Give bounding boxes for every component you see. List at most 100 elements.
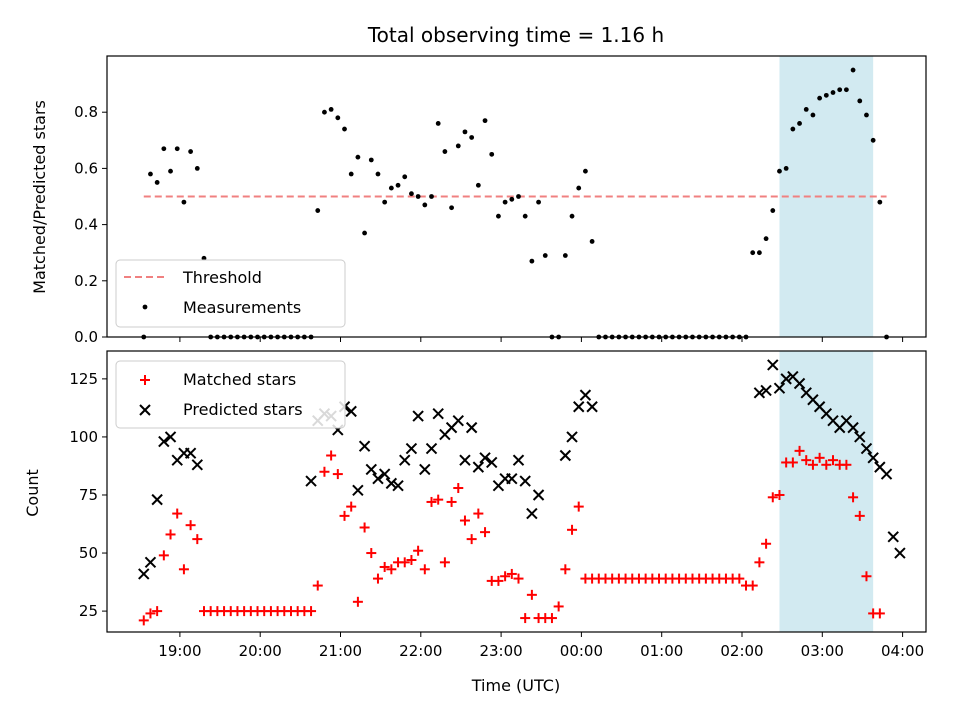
- matched-star-point: [861, 571, 872, 582]
- measurement-point: [322, 109, 327, 115]
- predicted-star-point: [459, 454, 471, 466]
- matched-star-point: [573, 501, 584, 512]
- predicted-star-point: [452, 414, 464, 427]
- matched-star-point: [500, 571, 511, 582]
- measurement-point: [803, 106, 809, 112]
- matched-star-point: [326, 450, 337, 461]
- top-y-tick-label: 0.2: [74, 272, 98, 290]
- predicted-star-point: [860, 442, 873, 455]
- measurement-point: [810, 112, 816, 118]
- matched-star-point: [807, 459, 818, 470]
- measurement-point: [496, 213, 501, 219]
- predicted-star-point: [486, 456, 498, 469]
- matched-star-point: [814, 452, 825, 463]
- predicted-star-point: [880, 468, 893, 480]
- matched-star-point: [754, 557, 765, 568]
- matched-star-point: [165, 529, 176, 540]
- matched-star-point: [306, 606, 317, 617]
- measurement-point: [516, 194, 521, 199]
- matched-star-point: [848, 492, 859, 503]
- predicted-star-point: [138, 568, 150, 580]
- matched-star-point: [526, 589, 537, 600]
- measurement-point: [509, 196, 515, 202]
- bottom-y-tick-label: 125: [69, 370, 98, 388]
- matched-star-point: [787, 457, 798, 468]
- matched-star-point: [761, 538, 772, 549]
- predicted-star-point: [305, 475, 317, 487]
- bottom-y-axis-label: Count: [23, 469, 42, 517]
- x-tick-label: 02:00: [720, 642, 763, 660]
- measurement-point: [750, 250, 756, 256]
- predicted-star-point: [854, 431, 866, 443]
- measurement-point: [429, 194, 434, 199]
- matched-star-point: [339, 510, 350, 521]
- matched-star-point: [560, 564, 571, 575]
- legend-matched-label: Matched stars: [183, 370, 296, 389]
- matched-star-point: [446, 496, 457, 507]
- predicted-star-point: [465, 421, 478, 434]
- matched-star-point: [459, 515, 470, 526]
- predicted-star-point: [887, 531, 899, 543]
- predicted-star-point: [365, 463, 377, 476]
- matched-star-point: [426, 496, 437, 507]
- measurement-point: [342, 126, 347, 132]
- measurement-point: [777, 168, 782, 174]
- predicted-star-point: [847, 421, 859, 434]
- matched-star-point: [312, 580, 323, 591]
- predicted-star-point: [144, 556, 157, 569]
- measurement-point: [843, 87, 849, 93]
- measurement-point: [569, 213, 575, 219]
- matched-star-point: [352, 596, 363, 607]
- matched-star-point: [453, 483, 464, 494]
- measurement-point: [449, 205, 454, 211]
- predicted-star-point: [773, 382, 786, 394]
- predicted-star-point: [191, 459, 204, 471]
- predicted-star-point: [352, 484, 364, 497]
- matched-star-point: [747, 580, 758, 591]
- measurement-point: [362, 230, 367, 236]
- measurement-point: [857, 98, 863, 104]
- predicted-star-point: [405, 442, 418, 455]
- measurement-point: [542, 253, 548, 258]
- matched-star-point: [493, 575, 504, 586]
- measurement-point: [315, 208, 321, 213]
- matched-star-point: [734, 573, 745, 584]
- bottom-y-tick-label: 100: [69, 428, 98, 446]
- predicted-star-point: [512, 454, 525, 466]
- matched-star-point: [520, 613, 531, 624]
- measurement-point: [522, 213, 528, 219]
- bottom-panel: 25 50 75 100 125 19:00 20:00 21:00 22:00 23:00 00:…: [23, 350, 927, 660]
- matched-star-point: [399, 557, 410, 568]
- predicted-star-point: [419, 463, 431, 476]
- predicted-star-point: [760, 384, 772, 397]
- predicted-star-point: [412, 410, 424, 422]
- measurement-point: [168, 168, 173, 174]
- matched-star-point: [152, 606, 163, 617]
- x-axis-label: Time (UTC): [471, 676, 560, 695]
- matched-star-point: [466, 534, 477, 545]
- measurement-point: [469, 135, 475, 140]
- matched-star-point: [145, 608, 156, 619]
- bottom-plot-frame: [106, 350, 927, 633]
- matched-star-point: [553, 601, 564, 612]
- x-tick-label: 03:00: [801, 642, 844, 660]
- measurement-point: [823, 92, 829, 98]
- measurement-point: [409, 191, 414, 197]
- measurement-point: [864, 112, 869, 118]
- top-legend: Threshold Measurements: [115, 259, 346, 328]
- measurement-point: [797, 121, 802, 126]
- measurement-point: [790, 126, 796, 132]
- matched-star-point: [433, 494, 444, 505]
- x-tick-label: 21:00: [319, 642, 362, 660]
- predicted-star-point: [372, 473, 384, 485]
- predicted-star-point: [753, 387, 766, 399]
- top-y-tick-label: 0.8: [74, 103, 98, 121]
- measurement-point: [475, 182, 481, 188]
- matched-star-point: [138, 615, 149, 626]
- matched-star-point: [794, 445, 805, 456]
- predicted-star-point: [184, 447, 197, 459]
- measurement-point: [455, 143, 461, 149]
- measurement-point: [174, 146, 180, 152]
- measurement-point: [395, 182, 401, 188]
